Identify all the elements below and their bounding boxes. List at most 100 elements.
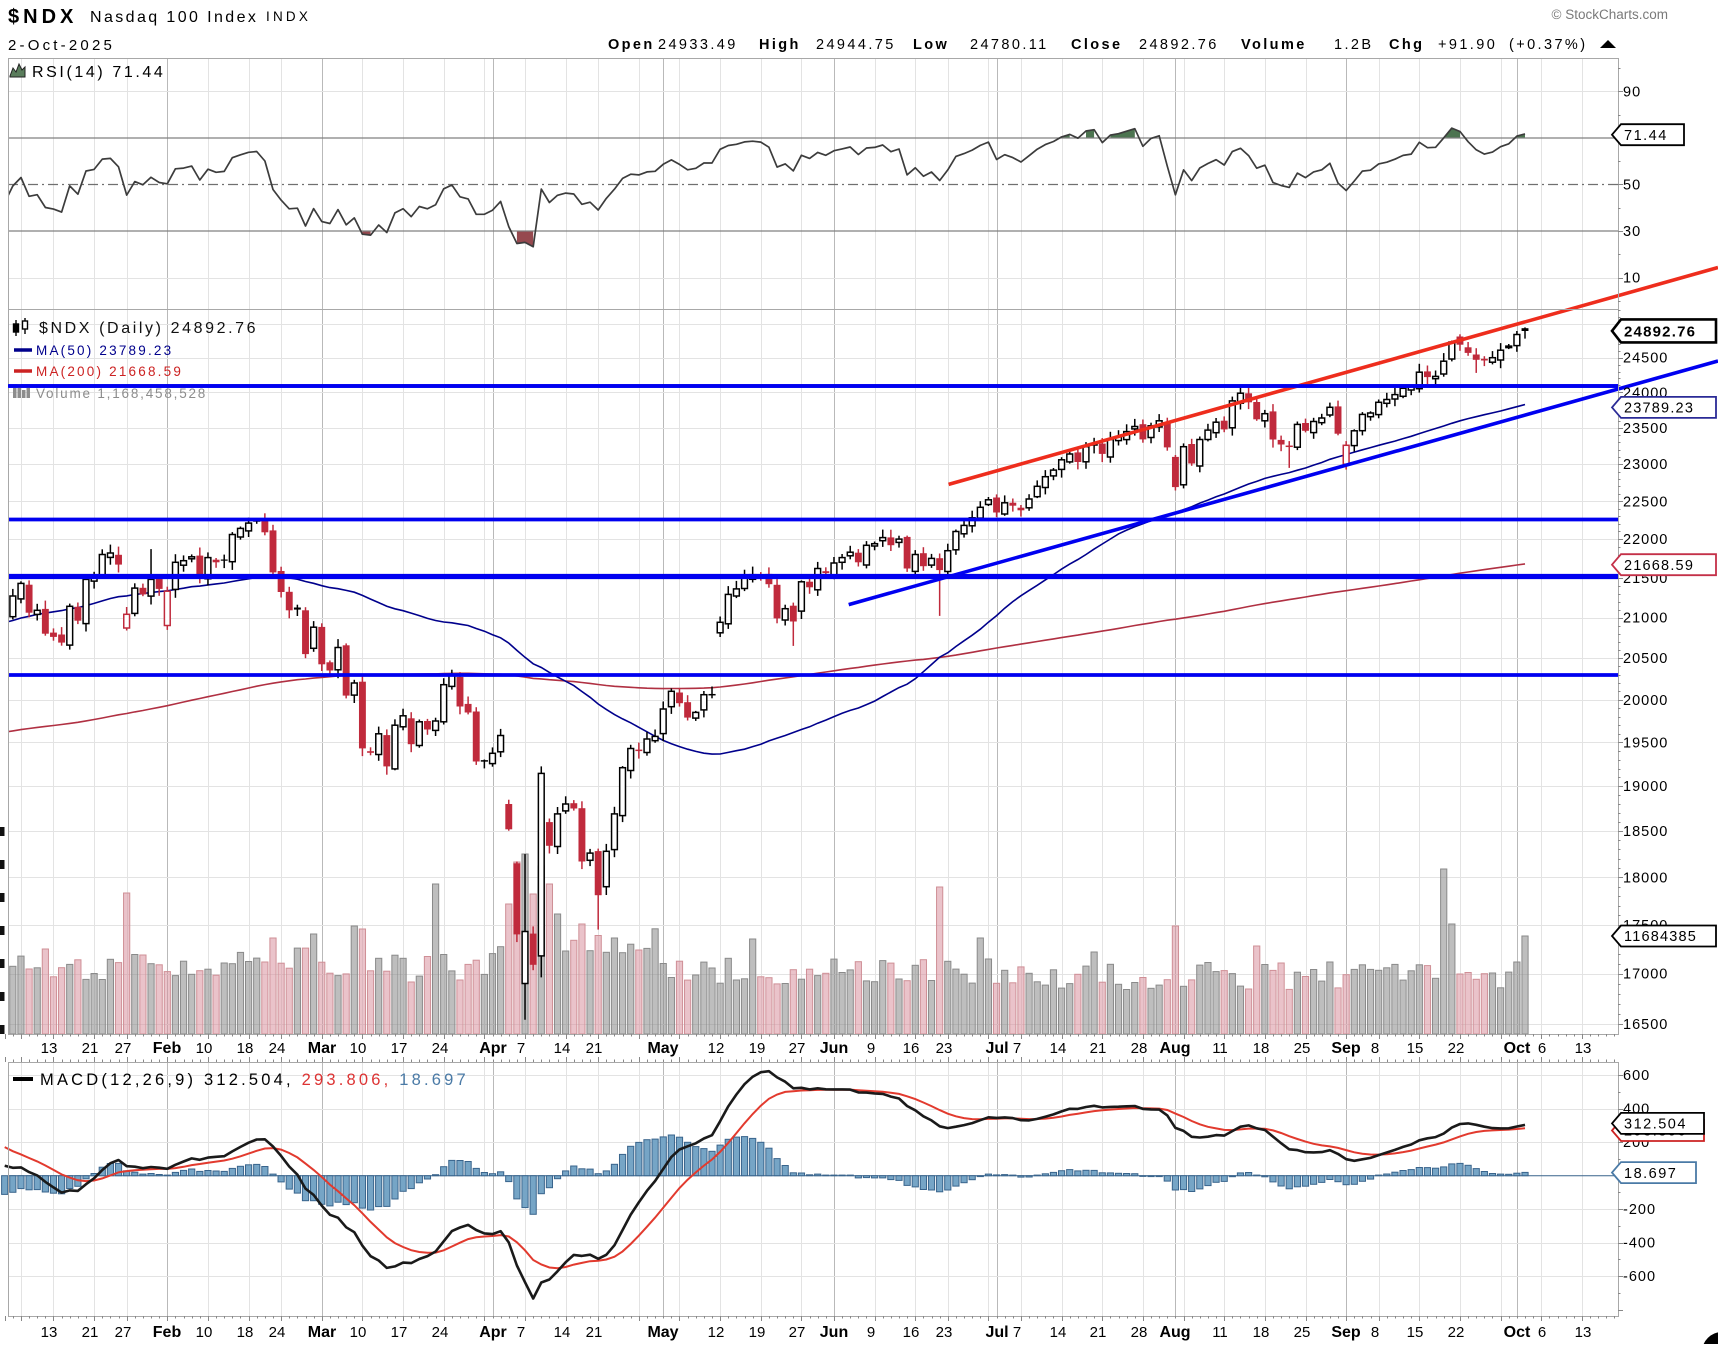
svg-text:© StockCharts.com: © StockCharts.com (1552, 7, 1668, 22)
svg-text:25: 25 (1294, 1324, 1311, 1341)
svg-text:10: 10 (1623, 271, 1641, 287)
svg-text:14: 14 (554, 1040, 571, 1057)
svg-text:$NDX (Daily) 24892.76: $NDX (Daily) 24892.76 (39, 320, 258, 337)
svg-text:-200: -200 (1623, 1202, 1656, 1218)
svg-text:Jul: Jul (985, 1040, 1008, 1057)
svg-text:Oct: Oct (1504, 1324, 1531, 1341)
svg-text:MACD(12,26,9) 312.504, 293.806: MACD(12,26,9) 312.504, 293.806, 18.697 (40, 1071, 469, 1089)
svg-text:27: 27 (789, 1040, 806, 1057)
svg-text:24: 24 (432, 1040, 449, 1057)
svg-text:25: 25 (1294, 1040, 1311, 1057)
svg-text:7: 7 (1013, 1040, 1021, 1057)
svg-text:Volume 1,168,458,528: Volume 1,168,458,528 (36, 386, 207, 401)
svg-text:+91.90: +91.90 (1438, 37, 1497, 53)
svg-text:Apr: Apr (479, 1324, 507, 1341)
svg-text:6: 6 (1538, 1040, 1546, 1057)
svg-text:312.504: 312.504 (1624, 1117, 1687, 1133)
svg-text:28: 28 (1131, 1324, 1148, 1341)
svg-text:23: 23 (936, 1324, 953, 1341)
svg-text:20500: 20500 (1623, 651, 1668, 667)
svg-text:18000: 18000 (1623, 870, 1668, 886)
svg-text:13: 13 (1575, 1324, 1592, 1341)
svg-text:11: 11 (1212, 1324, 1228, 1341)
svg-text:18500: 18500 (1623, 824, 1668, 840)
svg-text:1.2B: 1.2B (1334, 37, 1373, 53)
svg-text:MA(200) 21668.59: MA(200) 21668.59 (36, 364, 183, 379)
svg-text:10: 10 (196, 1040, 213, 1057)
svg-text:15: 15 (1407, 1040, 1424, 1057)
svg-text:22500: 22500 (1623, 494, 1668, 510)
svg-text:21: 21 (586, 1324, 603, 1341)
svg-text:19: 19 (749, 1324, 766, 1341)
svg-text:12: 12 (708, 1040, 725, 1057)
svg-text:8: 8 (1371, 1324, 1379, 1341)
svg-text:21: 21 (1090, 1040, 1107, 1057)
svg-text:Sep: Sep (1331, 1040, 1361, 1057)
svg-text:21: 21 (1090, 1324, 1107, 1341)
svg-text:18: 18 (1253, 1040, 1270, 1057)
svg-text:MA(50) 23789.23: MA(50) 23789.23 (36, 343, 173, 358)
svg-text:27: 27 (789, 1324, 806, 1341)
svg-text:Aug: Aug (1159, 1040, 1190, 1057)
svg-text:18: 18 (237, 1324, 254, 1341)
svg-text:17: 17 (391, 1040, 408, 1057)
svg-text:2-Oct-2025: 2-Oct-2025 (8, 37, 115, 54)
svg-text:Aug: Aug (1159, 1324, 1190, 1341)
svg-text:May: May (647, 1040, 678, 1057)
svg-text:-600: -600 (1623, 1269, 1656, 1285)
svg-text:10: 10 (350, 1324, 367, 1341)
svg-text:7: 7 (517, 1324, 525, 1341)
svg-text:Apr: Apr (479, 1040, 507, 1057)
svg-text:Mar: Mar (308, 1040, 336, 1057)
svg-text:Nasdaq 100 Index: Nasdaq 100 Index (90, 9, 258, 26)
svg-text:Jul: Jul (985, 1324, 1008, 1341)
svg-text:11: 11 (1212, 1040, 1228, 1057)
svg-text:-400: -400 (1623, 1236, 1656, 1252)
svg-text:13: 13 (41, 1324, 58, 1341)
svg-text:10: 10 (350, 1040, 367, 1057)
svg-text:Close: Close (1071, 37, 1123, 53)
svg-text:12: 12 (708, 1324, 725, 1341)
svg-text:15: 15 (1407, 1324, 1424, 1341)
svg-text:10: 10 (196, 1324, 213, 1341)
svg-text:High: High (759, 37, 801, 53)
svg-text:20000: 20000 (1623, 693, 1668, 709)
svg-text:30: 30 (1623, 224, 1641, 240)
svg-text:16: 16 (903, 1040, 920, 1057)
svg-text:24892.76: 24892.76 (1139, 37, 1219, 53)
svg-text:Jun: Jun (820, 1324, 848, 1341)
svg-text:(+0.37%): (+0.37%) (1509, 37, 1587, 53)
svg-text:Feb: Feb (153, 1324, 182, 1341)
svg-text:8: 8 (1371, 1040, 1379, 1057)
svg-text:13: 13 (1575, 1040, 1592, 1057)
svg-text:13: 13 (41, 1040, 58, 1057)
svg-text:23: 23 (936, 1040, 953, 1057)
svg-text:14: 14 (554, 1324, 571, 1341)
svg-text:11684385: 11684385 (1624, 929, 1697, 945)
svg-text:INDX: INDX (266, 9, 311, 24)
svg-text:9: 9 (867, 1324, 875, 1341)
svg-text:Sep: Sep (1331, 1324, 1361, 1341)
svg-text:Volume: Volume (1241, 37, 1307, 53)
svg-text:17: 17 (391, 1324, 408, 1341)
svg-text:21: 21 (82, 1324, 99, 1341)
svg-text:17000: 17000 (1623, 967, 1668, 983)
svg-text:RSI(14) 71.44: RSI(14) 71.44 (32, 64, 165, 81)
svg-text:19000: 19000 (1623, 779, 1668, 795)
svg-text:27: 27 (115, 1040, 132, 1057)
svg-text:21: 21 (586, 1040, 603, 1057)
svg-text:14: 14 (1050, 1040, 1067, 1057)
svg-text:24500: 24500 (1623, 351, 1668, 367)
svg-text:Chg: Chg (1389, 37, 1424, 53)
svg-text:22: 22 (1448, 1040, 1465, 1057)
svg-text:24: 24 (432, 1324, 449, 1341)
svg-text:Oct: Oct (1504, 1040, 1531, 1057)
svg-text:May: May (647, 1324, 678, 1341)
svg-text:16: 16 (903, 1324, 920, 1341)
svg-text:24933.49: 24933.49 (658, 37, 738, 53)
svg-text:22000: 22000 (1623, 532, 1668, 548)
svg-text:23789.23: 23789.23 (1624, 401, 1694, 417)
svg-text:16500: 16500 (1623, 1017, 1668, 1033)
svg-text:24892.76: 24892.76 (1624, 323, 1696, 340)
svg-text:21: 21 (82, 1040, 99, 1057)
